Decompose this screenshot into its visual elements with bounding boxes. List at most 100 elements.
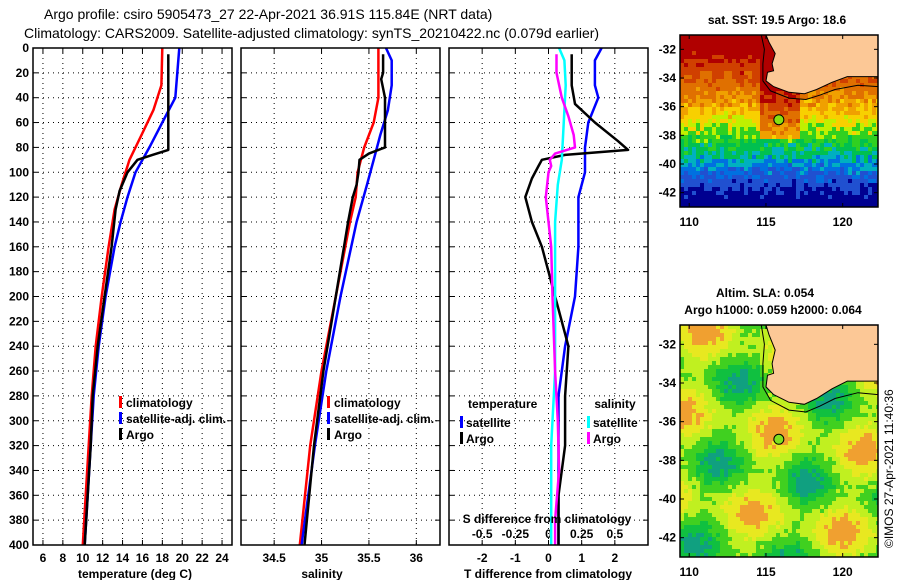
land-mass <box>765 325 878 405</box>
y-tick-label: 140 <box>9 215 29 229</box>
legend-swatch <box>119 396 122 408</box>
legend-swatch <box>460 416 463 428</box>
x-tick-label: 10 <box>76 551 90 565</box>
sla-map: 110 115 120 -32 -34 -36 -38 -40 -42 <box>659 324 879 579</box>
x-tick-label: 110 <box>680 565 700 579</box>
x2-tick-label: 0 <box>545 527 552 541</box>
map-frame <box>679 34 879 208</box>
temperature-xlabel: temperature (deg C) <box>78 567 192 580</box>
y-tick-label: -36 <box>659 415 677 429</box>
y-tick-label: 100 <box>9 165 29 179</box>
legend-swatch <box>327 412 330 424</box>
x-tick-label: 120 <box>833 565 853 579</box>
x-tick-label: 1 <box>578 551 585 565</box>
legend-label: Argo <box>593 432 621 446</box>
isobath-line <box>760 35 878 101</box>
figure-title-line1: Argo profile: csiro 5905473_27 22-Apr-20… <box>44 6 493 22</box>
y-tick-label: 220 <box>9 314 29 328</box>
map-field <box>680 325 878 557</box>
copyright-text: ©IMOS 27-Apr-2021 11:40:36 <box>882 389 896 548</box>
y-tick-label: 160 <box>9 240 29 254</box>
x-tick-label: -2 <box>477 551 488 565</box>
x2-tick-label: -0.5 <box>472 527 493 541</box>
x-tick-label: 0 <box>545 551 552 565</box>
y-tick-label: -34 <box>659 71 677 85</box>
y-tick-label: 20 <box>16 66 30 80</box>
y-tick-label: 120 <box>9 190 29 204</box>
x-tick-label: 35.5 <box>357 551 381 565</box>
y-tick-label: -34 <box>659 376 677 390</box>
legend-label: satellite <box>466 416 511 430</box>
y-tick-label: 260 <box>9 364 29 378</box>
x-tick-label: 120 <box>833 215 853 229</box>
y-tick-label: 400 <box>9 538 29 552</box>
x-tick-label: 14 <box>116 551 130 565</box>
difference-plot: -2 -1 0 1 2 -0.5 -0.25 0 0.25 0.5 temperature satel… <box>448 47 649 565</box>
y-tick-label: 0 <box>22 41 29 55</box>
x-tick-label: 22 <box>195 551 209 565</box>
x-tick-label: 34.5 <box>262 551 286 565</box>
plot-frame <box>32 47 233 546</box>
legend-swatch <box>327 428 330 440</box>
x-tick-label: 110 <box>680 215 700 229</box>
x-tick-label: 115 <box>756 565 776 579</box>
figure-title-line2: Climatology: CARS2009. Satellite-adjuste… <box>24 25 600 41</box>
sla-map-subtitle: Argo h1000: 0.059 h2000: 0.064 <box>684 303 862 317</box>
x-tick-label: 36 <box>410 551 424 565</box>
y-tick-label: -42 <box>659 531 677 545</box>
series-line-temperature-argo <box>524 54 630 545</box>
series-line-satellite-adj-clim- <box>300 47 393 546</box>
y-tick-label: -40 <box>659 157 677 171</box>
y-tick-label: 320 <box>9 439 29 453</box>
legend-label: climatology <box>126 396 193 410</box>
x-tick-label: 18 <box>156 551 170 565</box>
sst-map: 110 115 120 -32 -34 -36 -38 -40 -42 <box>659 34 879 229</box>
y-tick-label: 380 <box>9 513 29 527</box>
y-tick-label: -40 <box>659 492 677 506</box>
legend-swatch <box>119 412 122 424</box>
legend-swatch <box>460 432 463 444</box>
legend-label: satellite-adj. clim. <box>126 412 226 426</box>
x-tick-label: 2 <box>611 551 618 565</box>
difference-xlabel: T difference from climatology <box>464 567 632 580</box>
legend-group-title: salinity <box>594 397 636 411</box>
map-frame <box>679 324 879 558</box>
land-mass <box>765 35 878 95</box>
y-tick-label: 240 <box>9 339 29 353</box>
y-tick-label: 280 <box>9 389 29 403</box>
x-tick-label: 24 <box>215 551 229 565</box>
salinity-xlabel: salinity <box>301 567 343 580</box>
x-tick-label: -1 <box>510 551 521 565</box>
x-tick-label: 12 <box>96 551 110 565</box>
x-tick-label: 8 <box>60 551 67 565</box>
legend-label: climatology <box>334 396 401 410</box>
series-line-salinity-satellite <box>549 47 567 545</box>
isobath-line <box>760 325 878 413</box>
temperature-plot: 0 20 40 60 80 100 120 140 160 180 200 220 240 260 280 3… <box>9 41 233 565</box>
y-tick-label: -32 <box>659 42 677 56</box>
legend-swatch <box>587 416 590 428</box>
legend-label: satellite <box>593 416 638 430</box>
sla-map-title: Altim. SLA: 0.054 <box>716 286 814 300</box>
y-tick-label: -38 <box>659 453 677 467</box>
series-line-salinity-argo <box>544 54 577 545</box>
y-tick-label: 340 <box>9 463 29 477</box>
y-tick-label: 180 <box>9 265 29 279</box>
x-tick-label: 20 <box>176 551 190 565</box>
legend-label: Argo <box>126 428 154 442</box>
series-line-argo <box>303 54 387 546</box>
x2-tick-label: 0.5 <box>606 527 623 541</box>
y-tick-label: -32 <box>659 337 677 351</box>
x-tick-label: 6 <box>40 551 47 565</box>
x2-tick-label: 0.25 <box>570 527 594 541</box>
y-tick-label: -38 <box>659 128 677 142</box>
y-tick-label: 40 <box>16 91 30 105</box>
y-tick-label: 300 <box>9 414 29 428</box>
difference-x2label: S difference from climatology <box>463 512 632 526</box>
x2-tick-label: -0.25 <box>502 527 530 541</box>
series-line-climatology <box>298 48 380 546</box>
legend-swatch <box>327 396 330 408</box>
plot-frame <box>448 47 649 546</box>
argo-float-marker <box>773 114 785 126</box>
